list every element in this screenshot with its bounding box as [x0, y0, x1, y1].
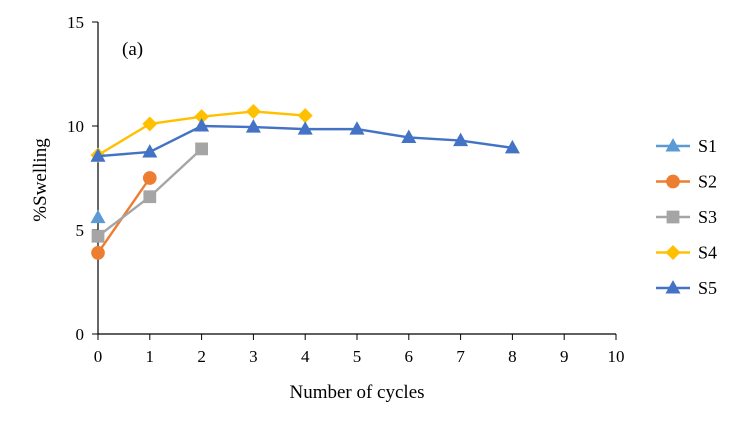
legend-item-S4: S4	[656, 243, 717, 263]
data-point-S3	[91, 229, 105, 243]
series-S1	[90, 209, 106, 224]
x-tick-label: 2	[197, 347, 206, 366]
x-tick-label: 7	[456, 347, 465, 366]
legend-label: S1	[698, 136, 717, 156]
series-group	[90, 103, 520, 260]
data-point-S4	[142, 116, 158, 132]
data-point-S5	[90, 148, 106, 162]
x-tick-label: 10	[608, 347, 625, 366]
y-tick-label: 5	[76, 221, 85, 240]
data-point-S4	[245, 103, 261, 119]
legend-item-S5: S5	[656, 278, 717, 298]
series-S3	[91, 142, 208, 243]
data-point-S5	[194, 118, 210, 132]
data-point-S5	[504, 139, 520, 154]
data-point-S5	[142, 144, 158, 158]
x-tick-label: 4	[301, 347, 310, 366]
data-point-S5	[453, 132, 469, 147]
legend-item-S1: S1	[656, 136, 717, 156]
data-point-S3	[195, 142, 208, 156]
legend-label: S5	[698, 278, 717, 298]
y-tick-label: 10	[67, 117, 84, 136]
legend-label: S2	[698, 172, 717, 192]
data-point-S4	[297, 108, 313, 124]
data-point-S4	[194, 109, 210, 125]
legend-label: S4	[698, 243, 717, 263]
legend-marker	[666, 210, 680, 224]
data-point-S2	[142, 171, 157, 185]
y-axis-label: %Swelling	[30, 138, 51, 222]
x-axis-label: Number of cycles	[289, 382, 424, 403]
data-point-S5	[349, 121, 365, 135]
data-point-S2	[91, 246, 105, 260]
y-tick-label: 15	[67, 13, 84, 32]
data-point-S5	[245, 119, 261, 133]
legend-marker	[666, 174, 680, 189]
x-tick-label: 0	[94, 347, 103, 366]
x-tick-label: 9	[560, 347, 569, 366]
legend-marker	[665, 138, 681, 152]
legend-item-S3: S3	[656, 207, 717, 227]
x-tick-label: 8	[508, 347, 517, 366]
x-tick-label: 5	[353, 347, 362, 366]
tick-labels: 0 1 2 3 4 5 6 7 8 9 10 0 5 10 15	[67, 13, 625, 366]
data-point-S3	[143, 190, 157, 204]
data-point-S1	[90, 209, 106, 224]
data-point-S5	[401, 129, 417, 143]
legend: S1 S2 S3 S4 S5	[656, 136, 717, 298]
axes	[92, 21, 617, 340]
x-tick-label: 6	[405, 347, 414, 366]
legend-label: S3	[698, 207, 717, 227]
legend-marker	[665, 245, 681, 260]
series-S5	[90, 118, 520, 162]
panel-annotation: (a)	[122, 39, 143, 60]
legend-marker	[665, 280, 681, 294]
legend-item-S2: S2	[656, 172, 717, 192]
x-tick-label: 3	[249, 347, 258, 366]
data-point-S5	[297, 121, 313, 135]
x-tick-label: 1	[146, 347, 155, 366]
y-tick-label: 0	[76, 325, 85, 344]
